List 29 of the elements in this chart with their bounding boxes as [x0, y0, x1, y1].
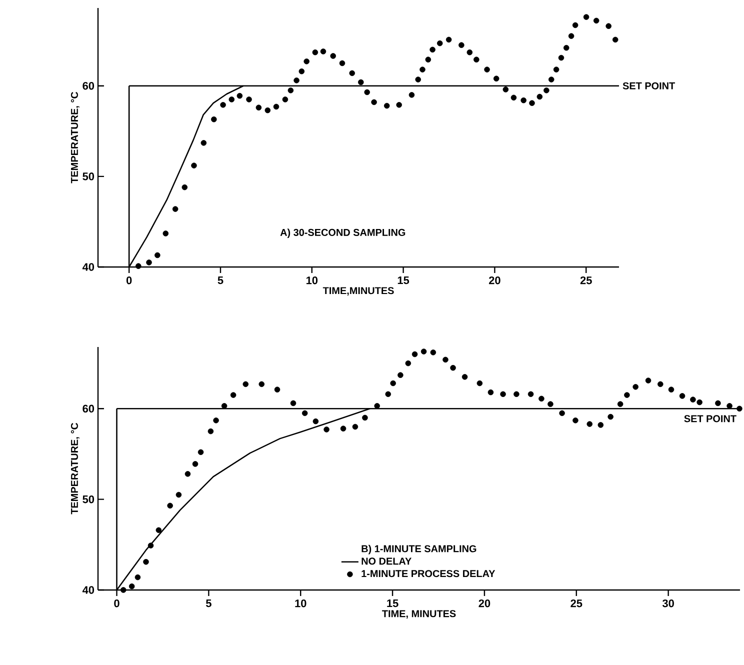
x-tick-label: 5 — [206, 599, 212, 608]
legend-label: 1-MINUTE PROCESS DELAY — [362, 570, 496, 578]
y-tick-label: 50 — [82, 495, 94, 504]
x-tick-label: 5 — [218, 276, 224, 284]
x-tick-label: 20 — [478, 599, 490, 608]
x-tick-label: 30 — [662, 599, 674, 608]
y-axis-title: TEMPERATURE, °C — [70, 92, 80, 184]
x-tick-label: 25 — [580, 276, 592, 284]
ref-line-label: SET POINT — [684, 415, 736, 422]
y-axis-title: TEMPERATURE, °C — [70, 422, 80, 514]
y-tick-label: 50 — [82, 172, 94, 180]
x-tick-label: 15 — [387, 599, 398, 608]
y-tick-label: 60 — [82, 404, 94, 413]
annotation: A) 30-SECOND SAMPLING — [280, 228, 406, 238]
x-tick-label: 10 — [295, 599, 306, 608]
x-tick-label: 10 — [306, 276, 318, 284]
x-axis-title: TIME, MINUTES — [382, 610, 456, 619]
ref-line-label: SET POINT — [622, 82, 676, 90]
x-tick-label: 20 — [488, 276, 500, 284]
legend-title: B) 1-MINUTE SAMPLING — [362, 544, 476, 554]
legend-label: NO DELAY — [362, 558, 412, 565]
x-tick-label: 15 — [398, 276, 410, 284]
y-tick-label: 60 — [82, 82, 94, 90]
x-tick-label: 25 — [570, 599, 582, 608]
x-tick-label: 0 — [126, 276, 132, 284]
x-axis-title: TIME,MINUTES — [322, 287, 394, 296]
x-tick-label: 0 — [114, 599, 120, 608]
y-tick-label: 40 — [82, 263, 94, 271]
y-tick-label: 40 — [82, 586, 94, 594]
